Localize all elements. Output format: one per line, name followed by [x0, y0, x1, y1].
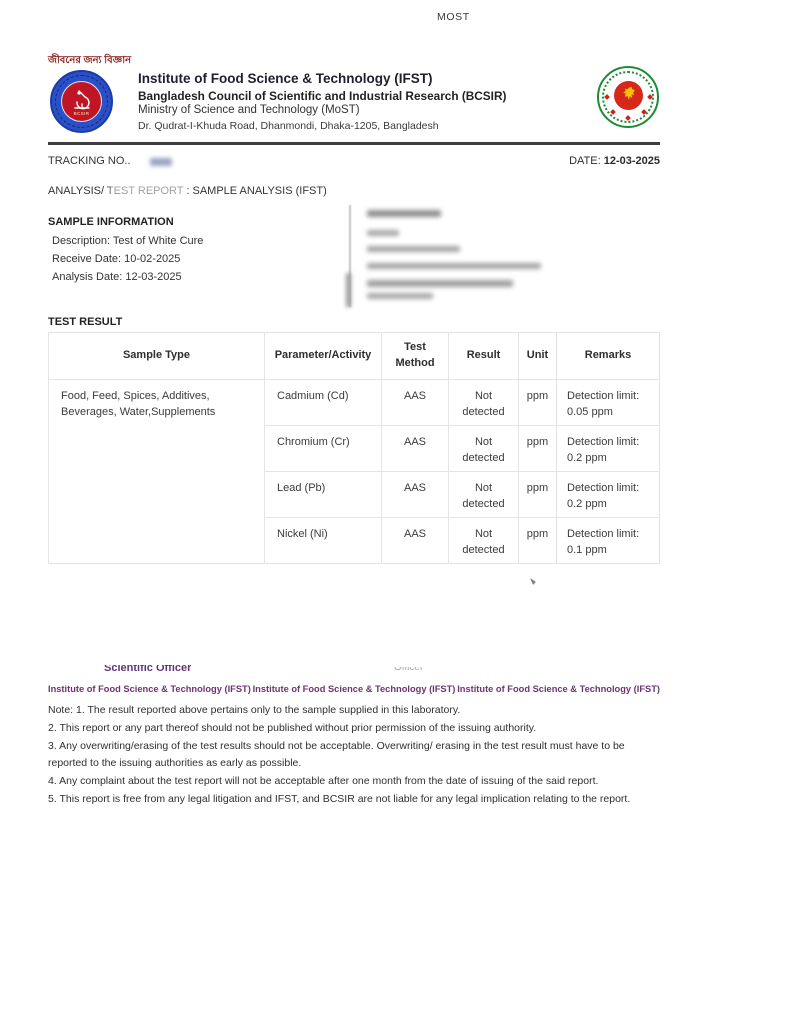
test-result-heading: TEST RESULT	[48, 316, 123, 328]
cursor-artifact	[530, 578, 536, 585]
signatory-organizations: Institute of Food Science & Technology (…	[48, 684, 660, 694]
result-cell: Not detected	[448, 517, 519, 564]
tracking-number-label: TRACKING NO..	[48, 155, 131, 167]
redacted-recipient-line	[367, 210, 441, 217]
col-sample-type: Sample Type	[48, 332, 265, 380]
redacted-block-line	[349, 205, 351, 307]
date-label: DATE:	[569, 155, 604, 167]
table-row: Lead (Pb) AAS Not detected ppm Detection…	[49, 471, 660, 518]
ministry-name: Ministry of Science and Technology (MoST…	[138, 104, 360, 116]
col-unit: Unit	[518, 332, 557, 380]
signatory-org: Institute of Food Science & Technology (…	[48, 684, 251, 694]
govt-seal-icon	[597, 66, 659, 128]
signatory-title-left: Scientific Officer	[104, 665, 192, 674]
parameter-cell: Lead (Pb)	[264, 471, 382, 518]
date-value: 12-03-2025	[603, 155, 660, 167]
parameter-cell: Nickel (Ni)	[264, 517, 382, 564]
redacted-recipient-line	[367, 230, 399, 236]
institute-address: Dr. Qudrat-I-Khuda Road, Dhanmondi, Dhak…	[138, 120, 439, 132]
table-row: Food, Feed, Spices, Additives, Beverages…	[48, 379, 660, 564]
note-line: 3. Any overwriting/erasing of the test r…	[48, 740, 625, 769]
unit-cell: ppm	[518, 425, 557, 472]
method-cell: AAS	[381, 517, 449, 564]
method-cell: AAS	[381, 425, 449, 472]
unit-cell: ppm	[518, 471, 557, 518]
microscope-icon	[73, 89, 90, 109]
signatory-title-right: Officer	[394, 667, 424, 673]
col-remarks: Remarks	[556, 332, 660, 380]
unit-cell: ppm	[518, 517, 557, 564]
bcsir-logo-ring	[55, 75, 108, 128]
table-row: Chromium (Cr) AAS Not detected ppm Detec…	[49, 425, 660, 472]
redacted-recipient-line	[367, 280, 513, 287]
bangladesh-map-icon	[622, 86, 635, 100]
bcsir-logo-emblem: BCSIR	[61, 81, 102, 122]
report-date: DATE: 12-03-2025	[420, 155, 660, 167]
seal-center	[614, 81, 643, 110]
result-cell: Not detected	[448, 471, 519, 518]
parameter-cell: Cadmium (Cd)	[264, 379, 382, 426]
method-cell: AAS	[381, 379, 449, 426]
sample-info-heading: SAMPLE INFORMATION	[48, 216, 174, 228]
remarks-cell: Detection limit: 0.05 ppm	[556, 379, 660, 426]
sample-description: Description: Test of White Cure	[52, 235, 204, 247]
redacted-recipient-line	[367, 263, 541, 269]
redacted-recipient-line	[367, 293, 433, 299]
note-line: 2. This report or any part thereof shoul…	[48, 722, 537, 735]
col-test-method: Test Method	[381, 332, 449, 380]
result-cell: Not detected	[448, 425, 519, 472]
unit-cell: ppm	[518, 379, 557, 426]
remarks-cell: Detection limit: 0.1 ppm	[556, 517, 660, 564]
notes-section: Note: 1. The result reported above perta…	[48, 702, 666, 809]
header-divider	[48, 142, 660, 145]
report-title: ANALYSIS/ TEST REPORT : SAMPLE ANALYSIS …	[48, 185, 327, 197]
signatory-org: Institute of Food Science & Technology (…	[252, 684, 456, 694]
page-top-label: MOST	[437, 11, 470, 23]
test-result-table: Sample Type Parameter/Activity Test Meth…	[48, 332, 660, 564]
remarks-cell: Detection limit: 0.2 ppm	[556, 425, 660, 472]
tracking-number-redaction	[150, 158, 172, 166]
note-line: Note: 1. The result reported above perta…	[48, 704, 461, 716]
note-line: 5. This report is free from any legal li…	[48, 793, 631, 806]
sample-receive-date: Receive Date: 10-02-2025	[52, 253, 181, 265]
table-header-row: Sample Type Parameter/Activity Test Meth…	[48, 332, 660, 380]
institute-name: Institute of Food Science & Technology (…	[138, 71, 433, 86]
note-line: 4. Any complaint about the test report w…	[48, 774, 599, 787]
sample-analysis-date: Analysis Date: 12-03-2025	[52, 271, 182, 283]
redacted-recipient-line	[367, 246, 460, 252]
sample-type-cell: Food, Feed, Spices, Additives, Beverages…	[48, 379, 265, 564]
redacted-block-blob	[346, 273, 351, 307]
tagline-bengali: জীবনের জন্য বিজ্ঞান	[48, 55, 132, 66]
signatory-org: Institute of Food Science & Technology (…	[457, 684, 660, 694]
col-parameter: Parameter/Activity	[264, 332, 382, 380]
col-result: Result	[448, 332, 519, 380]
parameter-cell: Chromium (Cr)	[264, 425, 382, 472]
method-cell: AAS	[381, 471, 449, 518]
seal-text-ring	[602, 71, 654, 123]
remarks-cell: Detection limit: 0.2 ppm	[556, 471, 660, 518]
result-cell: Not detected	[448, 379, 519, 426]
bcsir-logo-icon: BCSIR	[50, 70, 113, 133]
council-name: Bangladesh Council of Scientific and Ind…	[138, 89, 507, 103]
bcsir-logo-text: BCSIR	[73, 110, 90, 116]
table-row: Nickel (Ni) AAS Not detected ppm Detecti…	[49, 517, 660, 564]
title-smudge-artifact	[110, 182, 185, 196]
